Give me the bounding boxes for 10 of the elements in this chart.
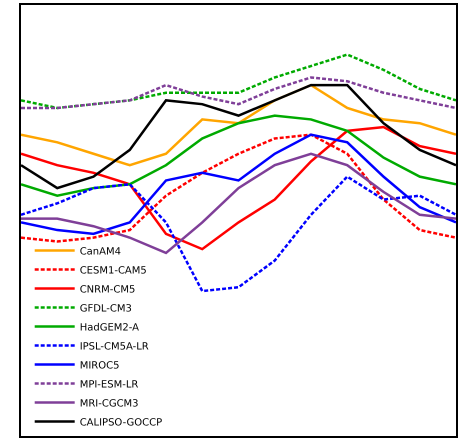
- legend-label: HadGEM2-A: [80, 322, 140, 334]
- legend-label: CanAM4: [80, 246, 121, 258]
- legend-label: MIROC5: [80, 360, 120, 372]
- legend-label: MRI-CGCM3: [80, 398, 139, 410]
- legend-label: IPSL-CM5A-LR: [80, 341, 149, 352]
- legend-label: GFDL-CM3: [80, 303, 132, 314]
- legend-label: CNRM-CM5: [80, 284, 136, 296]
- legend-label: CESM1-CAM5: [80, 265, 147, 276]
- legend-label: MPI-ESM-LR: [80, 379, 138, 390]
- legend-label: CALIPSO-GOCCP: [80, 417, 162, 428]
